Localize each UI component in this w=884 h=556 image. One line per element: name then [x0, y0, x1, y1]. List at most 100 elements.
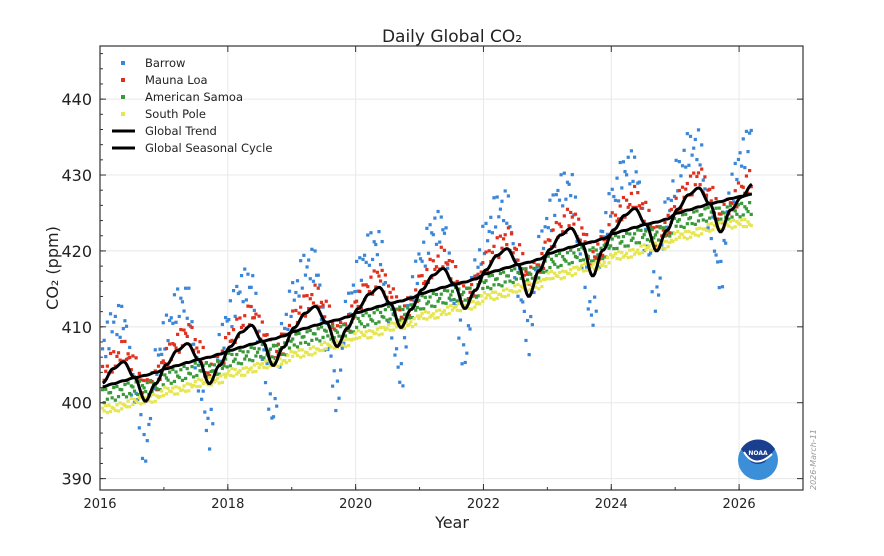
data-point [581, 258, 586, 262]
data-point [308, 297, 312, 301]
data-point [660, 246, 664, 250]
data-point [193, 380, 197, 384]
data-point [617, 217, 621, 221]
data-point [300, 348, 304, 352]
legend-marker [121, 61, 125, 65]
data-point [564, 259, 568, 263]
data-point [498, 292, 502, 296]
data-point [634, 241, 638, 245]
data-point [147, 422, 151, 427]
data-point [152, 387, 156, 391]
data-point [556, 265, 560, 269]
data-point [561, 230, 565, 234]
data-point [620, 251, 624, 255]
data-point [358, 256, 362, 260]
data-point [275, 343, 279, 348]
data-point [239, 325, 244, 330]
data-point [671, 179, 675, 183]
data-point [655, 225, 659, 229]
data-point [177, 386, 181, 390]
data-point [113, 398, 117, 402]
data-point [481, 224, 485, 228]
data-point [394, 307, 399, 311]
data-point [463, 298, 467, 302]
data-point [420, 294, 424, 298]
data-point [337, 334, 341, 338]
data-point [543, 240, 547, 244]
data-point [447, 296, 451, 300]
data-point [169, 381, 173, 385]
data-point [222, 364, 226, 368]
data-point [482, 291, 487, 295]
data-point [198, 384, 202, 389]
data-point [179, 296, 183, 300]
data-point [203, 410, 207, 414]
data-point [121, 327, 125, 331]
data-point [540, 229, 544, 233]
legend-marker [121, 78, 125, 82]
data-point [484, 296, 488, 300]
data-point [685, 222, 689, 226]
data-point [700, 167, 704, 171]
data-point [585, 268, 589, 273]
data-point [265, 366, 269, 370]
data-point [701, 178, 705, 182]
data-point [307, 352, 311, 357]
data-point [532, 266, 536, 270]
data-point [291, 337, 295, 341]
grid [99, 46, 803, 490]
data-point [204, 428, 209, 433]
data-point [695, 227, 699, 231]
data-point [639, 228, 643, 232]
data-point [740, 164, 744, 168]
data-point [180, 300, 185, 304]
data-point [524, 282, 528, 286]
data-point [347, 344, 351, 348]
data-point [386, 323, 391, 327]
data-point [517, 289, 522, 293]
data-point [519, 298, 523, 302]
data-point [378, 263, 383, 267]
data-point [310, 338, 314, 342]
data-point [220, 366, 224, 371]
data-point [254, 369, 258, 374]
data-point [519, 276, 523, 281]
x-tick-label: 2026 [723, 497, 756, 512]
data-point [674, 196, 678, 200]
data-point [677, 188, 681, 193]
data-point [524, 267, 528, 271]
data-point [655, 246, 659, 250]
data-point [375, 253, 379, 257]
data-point [164, 392, 169, 396]
data-point [727, 224, 731, 228]
data-point [425, 302, 429, 306]
data-point [409, 320, 413, 324]
data-point [166, 338, 170, 343]
data-point [738, 222, 742, 227]
data-point [648, 251, 653, 255]
data-point [375, 270, 379, 274]
data-point [231, 374, 236, 378]
data-point [174, 346, 178, 350]
data-point [422, 281, 426, 286]
data-point [650, 227, 654, 232]
data-point [541, 246, 546, 251]
data-point [632, 232, 637, 236]
data-point [604, 210, 608, 215]
data-point [402, 304, 407, 308]
data-point [546, 226, 550, 230]
data-point [182, 384, 186, 388]
data-point [535, 265, 539, 269]
data-point [449, 298, 453, 302]
data-point [495, 277, 499, 281]
data-point [217, 332, 221, 337]
data-point [160, 361, 164, 365]
data-point [128, 391, 132, 396]
data-point [362, 253, 367, 257]
data-point [636, 228, 640, 232]
data-point [324, 299, 328, 303]
data-point [569, 268, 573, 272]
data-point [430, 231, 434, 235]
data-point [585, 265, 589, 269]
data-point [271, 415, 276, 419]
